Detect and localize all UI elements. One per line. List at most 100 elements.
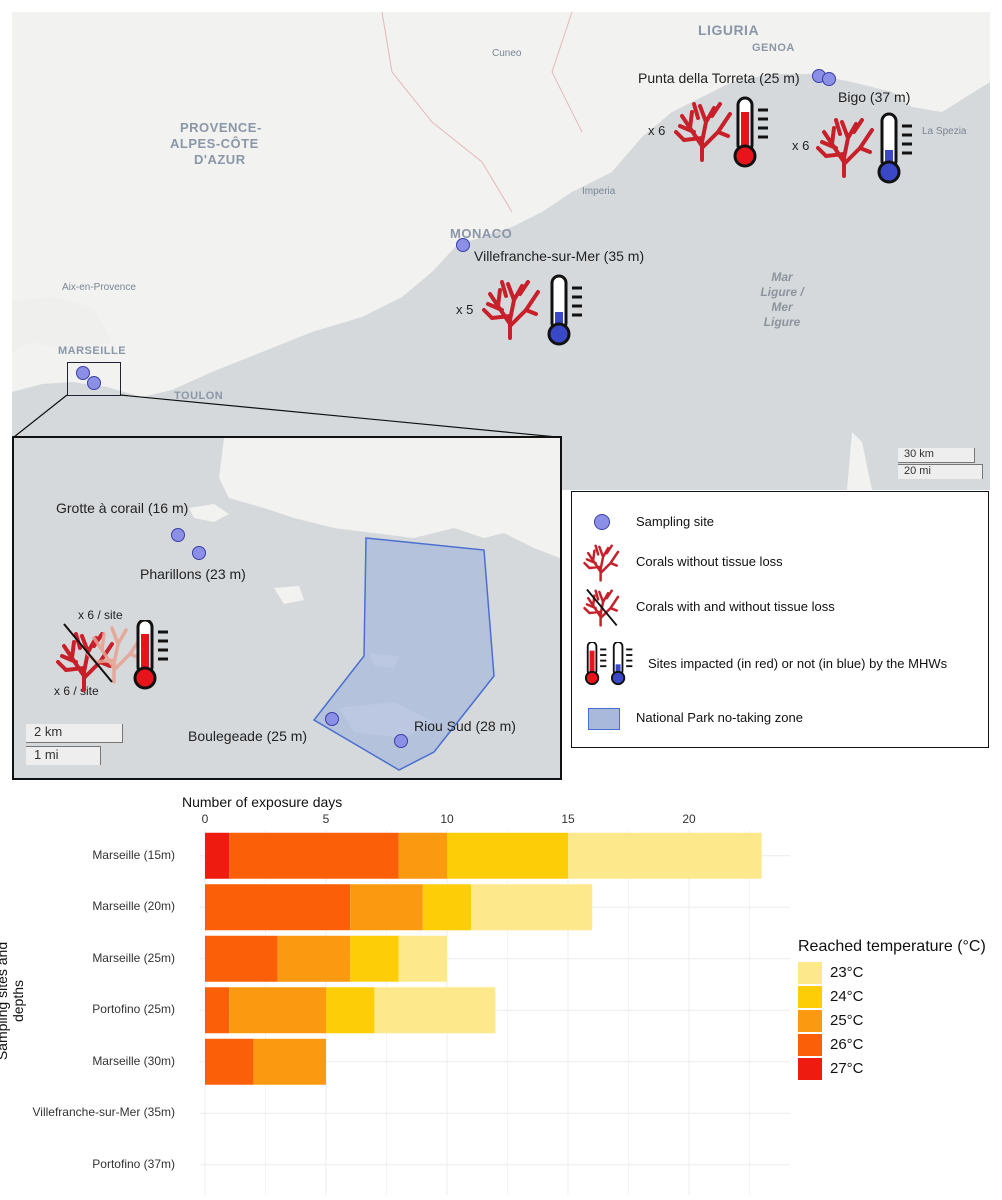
map-legend: Sampling site Corals without tissue loss…: [571, 491, 989, 748]
thermometer-pair-icon: [584, 642, 634, 686]
bar-segment: [350, 884, 423, 931]
legend-row-impacted: Sites impacted (in red) or not (in blue)…: [572, 642, 988, 686]
bar-segment: [398, 832, 447, 879]
site-marker-boulegeade[interactable]: [325, 712, 339, 726]
site-label-punta: Punta della Torreta (25 m): [638, 70, 800, 86]
y-tick-label: Marseille (30m): [92, 1053, 175, 1068]
region-label-liguria: LIGURIA: [698, 22, 760, 38]
thermometer-icon-inset: [133, 620, 170, 690]
legend-swatch: [798, 1010, 822, 1032]
bar-segment: [205, 884, 351, 931]
chart-legend-title: Reached temperature (°C): [798, 938, 986, 955]
site-marker-marseille-2[interactable]: [87, 376, 101, 390]
bar-segment: [277, 935, 351, 982]
site-label-boulegeade: Boulegeade (25 m): [188, 728, 308, 744]
legend-label-impacted: Sites impacted (in red) or not (in blue)…: [648, 656, 948, 671]
count-label-bigo: x 6: [792, 138, 810, 153]
bar-segment: [398, 935, 447, 982]
legend-label: 24°C: [830, 988, 864, 1005]
x-axis-title: Number of exposure days: [182, 794, 343, 810]
count-label-punta: x 6: [648, 123, 666, 138]
legend-label: 23°C: [830, 964, 864, 981]
legend-label: 25°C: [830, 1012, 864, 1029]
city-label-aix: Aix-en-Provence: [62, 282, 136, 293]
y-tick-label: Marseille (20m): [92, 899, 175, 914]
y-tick-label: Portofino (25m): [92, 1002, 175, 1017]
region-label-provence-3: D'AZUR: [194, 152, 246, 167]
legend-row-corals-without: Corals without tissue loss: [572, 542, 988, 582]
city-label-la-spezia: La Spezia: [922, 126, 967, 137]
legend-row-park: National Park no-taking zone: [572, 704, 988, 744]
coastline-land: [12, 12, 990, 490]
site-marker-pharillons[interactable]: [192, 546, 206, 560]
sea-label: Mar Ligure / Mer Ligure: [760, 270, 804, 329]
x-tick-label: 5: [322, 812, 330, 826]
y-tick-label: Marseille (15m): [92, 847, 175, 862]
marseille-inset-map: Grotte à corail (16 m) Pharillons (23 m)…: [12, 436, 562, 780]
legend-swatch: [798, 986, 822, 1008]
count-label-inset-top: x 6 / site: [78, 608, 123, 622]
bar-segment: [205, 987, 230, 1034]
inset-scale-km: 2 km: [26, 724, 123, 743]
y-tick-label: Villefranche-sur-Mer (35m): [32, 1105, 175, 1120]
city-label-monaco: MONACO: [450, 226, 513, 241]
inset-scale-mi: 1 mi: [26, 746, 101, 765]
coral-icon-punta: [674, 102, 732, 162]
bar-segment: [471, 884, 593, 931]
site-marker-bigo[interactable]: [822, 72, 836, 86]
x-tick-label: 20: [682, 812, 696, 826]
legend-label: 26°C: [830, 1036, 864, 1053]
city-label-imperia: Imperia: [582, 186, 616, 197]
site-marker-grotte[interactable]: [171, 528, 185, 542]
bar-segment: [205, 935, 278, 982]
mixed-coral-icon: [56, 623, 142, 692]
legend-row-corals-with: Corals with and without tissue loss: [572, 587, 988, 627]
site-marker-marseille-1[interactable]: [76, 366, 90, 380]
site-label-villefranche: Villefranche-sur-Mer (35 m): [474, 248, 645, 264]
coral-icon-villefranche: [482, 280, 540, 340]
region-label-provence-1: PROVENCE-: [180, 120, 262, 135]
count-label-villefranche: x 5: [456, 302, 474, 317]
site-label-riou: Riou Sud (28 m): [414, 718, 516, 734]
scale-bar-km: 30 km: [898, 448, 975, 463]
site-marker-riou[interactable]: [394, 734, 408, 748]
count-label-inset-bottom: x 6 / site: [54, 684, 99, 698]
legend-row-sampling: Sampling site: [572, 502, 988, 542]
zoom-connectors: [13, 394, 558, 438]
bar-segment: [350, 935, 399, 982]
thermometer-icon-punta: [733, 96, 770, 168]
zoom-box: [67, 362, 121, 396]
bar-segment: [326, 987, 375, 1034]
coral-icon-bigo: [816, 118, 874, 178]
city-label-genoa: GENOA: [752, 42, 795, 54]
x-tick-label: 10: [440, 812, 454, 826]
city-label-cuneo: Cuneo: [492, 48, 522, 59]
region-label-provence-2: ALPES-CÔTE: [170, 136, 259, 151]
chart-plot: [200, 830, 790, 1195]
exposure-chart: Number of exposure days Sampling sites a…: [0, 790, 1002, 1200]
sampling-site-icon: [594, 514, 610, 530]
legend-swatch: [798, 1034, 822, 1056]
site-marker-villefranche[interactable]: [456, 238, 470, 252]
bar-segment: [229, 987, 326, 1034]
bar-segment: [568, 832, 762, 879]
x-tick-label: 0: [201, 812, 209, 826]
coral-icon: [583, 544, 620, 582]
city-label-toulon: TOULON: [174, 390, 224, 402]
bar-segment: [205, 1038, 254, 1085]
thermometer-icon-villefranche: [547, 274, 584, 346]
site-label-pharillons: Pharillons (23 m): [140, 566, 246, 582]
thermometer-icon-bigo: [877, 112, 914, 184]
mixed-coral-icon: [583, 588, 620, 627]
legend-label-park: National Park no-taking zone: [636, 710, 803, 725]
park-swatch: [588, 708, 620, 730]
bar-segment: [229, 832, 399, 879]
city-label-marseille: MARSEILLE: [58, 345, 127, 357]
site-label-grotte: Grotte à corail (16 m): [56, 500, 189, 516]
bar-segment: [447, 832, 568, 879]
legend-label-corals-with: Corals with and without tissue loss: [636, 599, 835, 614]
legend-label: 27°C: [830, 1060, 864, 1077]
regional-map: LIGURIA GENOA Cuneo PROVENCE- ALPES-CÔTE…: [12, 12, 990, 490]
y-tick-label: Marseille (25m): [92, 950, 175, 965]
inset-land: [189, 438, 560, 771]
